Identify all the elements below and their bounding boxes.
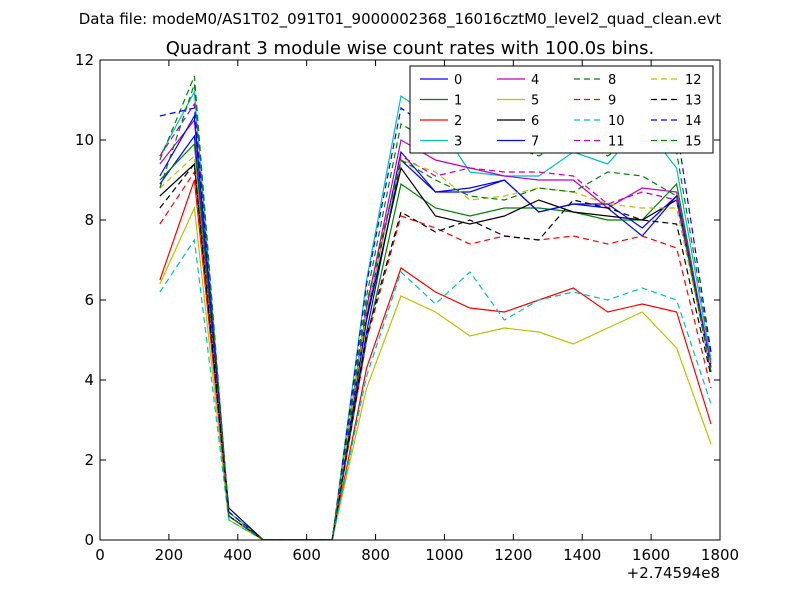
y-tick-label: 4 (84, 371, 94, 389)
series-line-10 (159, 238, 712, 540)
y-tick-label: 2 (84, 451, 94, 469)
legend-label-10: 10 (608, 114, 625, 129)
series-line-5 (159, 205, 712, 540)
legend-box (409, 65, 714, 154)
series-line-15 (159, 83, 712, 540)
series-line-6 (159, 162, 712, 540)
series-layer (159, 75, 712, 540)
x-tick-label: 1200 (494, 546, 532, 564)
y-tick-label: 8 (84, 211, 94, 229)
x-tick-label: 200 (155, 546, 184, 564)
y-tick-label: 10 (75, 131, 94, 149)
x-tick-label: 0 (95, 546, 105, 564)
legend-label-12: 12 (685, 73, 702, 88)
chart-suptitle: Data file: modeM0/AS1T02_091T01_90000023… (79, 10, 722, 29)
axis-ticks: 0 200 400 600 800 1000 1200 1400 1600 18000246810… (75, 51, 739, 564)
x-tick-label: 1600 (632, 546, 670, 564)
legend-label-0: 0 (454, 73, 462, 88)
series-line-9 (159, 170, 712, 540)
series-line-2 (159, 179, 712, 540)
y-tick-label: 12 (75, 51, 94, 69)
series-line-11 (159, 102, 712, 540)
legend-label-6: 6 (531, 114, 539, 129)
legend-label-4: 4 (531, 73, 539, 88)
series-line-14 (159, 106, 712, 540)
legend-label-5: 5 (531, 94, 539, 109)
chart-title: Quadrant 3 module wise count rates with … (166, 38, 655, 59)
series-line-3 (159, 89, 712, 540)
y-tick-label: 6 (84, 291, 94, 309)
legend-label-7: 7 (531, 135, 539, 150)
x-tick-label: 1000 (425, 546, 463, 564)
legend-label-8: 8 (608, 73, 616, 88)
legend-label-13: 13 (685, 94, 702, 109)
series-line-12 (159, 154, 712, 540)
legend-label-2: 2 (454, 114, 462, 129)
legend-label-14: 14 (685, 114, 702, 129)
x-tick-label: 600 (292, 546, 321, 564)
series-line-13 (159, 162, 712, 540)
series-line-4 (159, 118, 712, 540)
x-tick-label: 800 (361, 546, 390, 564)
legend-label-1: 1 (454, 94, 462, 109)
legend-label-11: 11 (608, 135, 625, 150)
x-offset-label: +2.74594e8 (627, 564, 720, 582)
legend-label-15: 15 (685, 135, 702, 150)
legend-label-9: 9 (608, 94, 616, 109)
y-tick-label: 0 (84, 531, 94, 549)
x-tick-label: 1800 (701, 546, 739, 564)
x-tick-label: 400 (223, 546, 252, 564)
x-tick-label: 1400 (563, 546, 601, 564)
series-line-1 (159, 142, 712, 540)
legend-label-3: 3 (454, 135, 462, 150)
